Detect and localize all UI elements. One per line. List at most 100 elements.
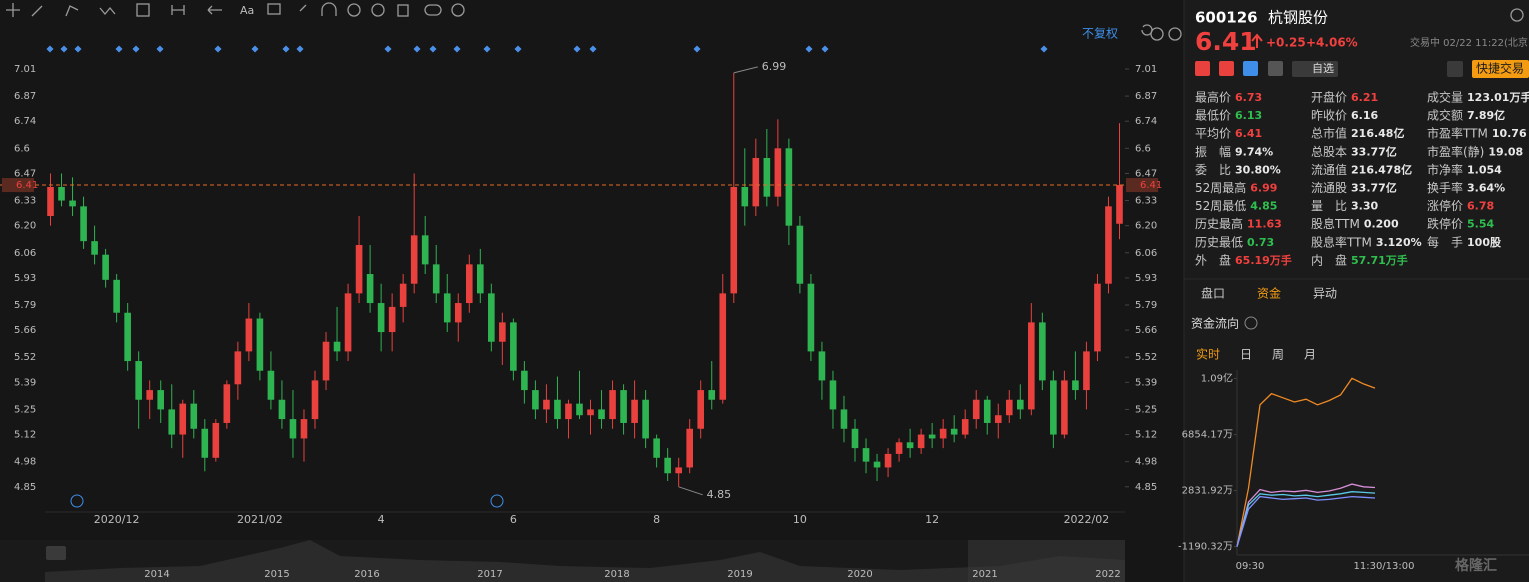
help-icon[interactable] bbox=[1244, 316, 1258, 330]
side-panel bbox=[1184, 0, 1529, 582]
candle-body bbox=[245, 318, 253, 352]
navigator-handle[interactable] bbox=[46, 546, 66, 560]
stat-label: 市盈率TTM bbox=[1427, 126, 1488, 141]
stat-value: 6.78 bbox=[1467, 200, 1494, 213]
navigator-year: 2016 bbox=[354, 569, 379, 580]
candle-body bbox=[763, 157, 771, 197]
zoom-out[interactable] bbox=[1150, 27, 1164, 41]
candle-body bbox=[201, 428, 209, 458]
tag-icon[interactable] bbox=[1243, 61, 1258, 76]
tab[interactable]: 盘口 bbox=[1201, 286, 1225, 301]
candle-body bbox=[994, 415, 1002, 423]
stat-value: 7.89亿 bbox=[1467, 108, 1505, 122]
tool-move[interactable] bbox=[6, 3, 20, 17]
event-marker bbox=[384, 45, 392, 53]
watermark: 格隆汇 bbox=[1455, 557, 1497, 574]
candle-body bbox=[961, 419, 969, 435]
x-tick-label: 8 bbox=[653, 513, 660, 526]
event-icon[interactable] bbox=[490, 494, 504, 508]
stat-value: 6.16 bbox=[1351, 109, 1378, 122]
candle-body bbox=[333, 341, 341, 352]
flow-line bbox=[1236, 377, 1376, 547]
trade-button[interactable] bbox=[1472, 60, 1529, 78]
y-tick-label: 5.66 bbox=[14, 325, 36, 336]
tool-note[interactable] bbox=[267, 3, 281, 15]
stat-value: 0.73 bbox=[1247, 236, 1274, 249]
tool-channel[interactable] bbox=[65, 5, 79, 17]
y-tick-label: 4.85 bbox=[14, 482, 36, 493]
adjust-button[interactable]: 不复权 bbox=[1082, 27, 1118, 41]
event-icon[interactable] bbox=[70, 494, 84, 508]
y-tick-label: 6.47 bbox=[14, 168, 36, 179]
flow-line bbox=[1236, 483, 1376, 547]
tool-arrow[interactable] bbox=[207, 5, 222, 15]
candle-body bbox=[179, 403, 187, 435]
event-marker bbox=[821, 45, 829, 53]
y-tick-label: 6.06 bbox=[1135, 248, 1157, 259]
candle-body bbox=[465, 264, 473, 304]
watch-label[interactable]: 自选 bbox=[1312, 62, 1334, 75]
toolbar[interactable]: Aa bbox=[6, 2, 465, 17]
alert-button[interactable] bbox=[1447, 61, 1463, 77]
tool-fib[interactable] bbox=[136, 3, 150, 17]
stat-value: 6.73 bbox=[1235, 91, 1262, 104]
candle-body bbox=[69, 200, 76, 207]
event-marker bbox=[413, 45, 421, 53]
quote-header: 600126 杭钢股份 6.41 +0.25 +4.06% 交易中 02/22 … bbox=[1195, 8, 1529, 78]
tool-magnet[interactable] bbox=[299, 2, 337, 16]
tab[interactable]: 异动 bbox=[1313, 287, 1337, 301]
stat-label: 振 幅 bbox=[1195, 144, 1231, 159]
candle-body bbox=[91, 241, 98, 255]
tool-eye[interactable] bbox=[347, 3, 361, 17]
change-pct: +4.06% bbox=[1306, 36, 1358, 50]
tag-icon[interactable] bbox=[1219, 61, 1234, 76]
zoom-in[interactable] bbox=[1168, 27, 1182, 41]
stat-label: 最高价 bbox=[1195, 90, 1231, 105]
candle-body bbox=[686, 428, 693, 468]
tool-delete[interactable] bbox=[397, 4, 409, 17]
stat-label: 昨收价 bbox=[1311, 109, 1347, 123]
period-tab[interactable]: 日 bbox=[1240, 348, 1252, 362]
event-marker bbox=[214, 45, 222, 53]
candle-body bbox=[399, 283, 407, 307]
y-tick-label: 5.12 bbox=[14, 430, 36, 441]
settings[interactable] bbox=[1510, 8, 1524, 22]
stat-label: 流通股 bbox=[1311, 181, 1347, 195]
y-tick-label: 7.01 bbox=[1135, 64, 1157, 75]
candle-body bbox=[917, 434, 925, 449]
period-tab[interactable]: 周 bbox=[1272, 348, 1284, 362]
y-tick-label: 6.20 bbox=[14, 221, 36, 232]
stat-label: 内 盘 bbox=[1311, 252, 1347, 267]
watch-button[interactable] bbox=[1292, 61, 1338, 77]
event-marker bbox=[573, 45, 581, 53]
candle-body bbox=[488, 293, 495, 342]
zoom-controls[interactable] bbox=[1141, 24, 1182, 41]
candle-body bbox=[642, 399, 649, 439]
candle-body bbox=[432, 264, 440, 294]
tag-icon[interactable] bbox=[1268, 61, 1283, 76]
candle-body bbox=[862, 448, 870, 462]
event-marker bbox=[132, 45, 140, 53]
tool-toggle[interactable] bbox=[424, 4, 442, 16]
tab[interactable]: 资金 bbox=[1257, 286, 1281, 301]
tool-measure[interactable] bbox=[171, 5, 185, 15]
tool-line[interactable] bbox=[31, 5, 43, 17]
candle-body bbox=[1005, 399, 1013, 416]
period-tab[interactable]: 实时 bbox=[1196, 347, 1220, 362]
period-tab[interactable]: 月 bbox=[1304, 348, 1316, 362]
navigator-window[interactable] bbox=[968, 540, 1125, 582]
stat-value: 57.71万手 bbox=[1351, 253, 1408, 267]
tool-wave[interactable] bbox=[99, 6, 116, 16]
candle-body bbox=[983, 399, 991, 423]
tool-hide[interactable] bbox=[371, 3, 385, 17]
candle-body bbox=[609, 390, 616, 420]
high-label: 6.99 bbox=[762, 60, 787, 73]
tool-settings[interactable] bbox=[451, 3, 465, 17]
trade-label[interactable]: 快捷交易 bbox=[1476, 61, 1524, 76]
candle-body bbox=[752, 157, 760, 207]
tool-text[interactable]: Aa bbox=[240, 4, 254, 17]
tag-icon[interactable] bbox=[1195, 61, 1210, 76]
change: +0.25 bbox=[1266, 36, 1306, 50]
candle-body bbox=[113, 279, 120, 313]
